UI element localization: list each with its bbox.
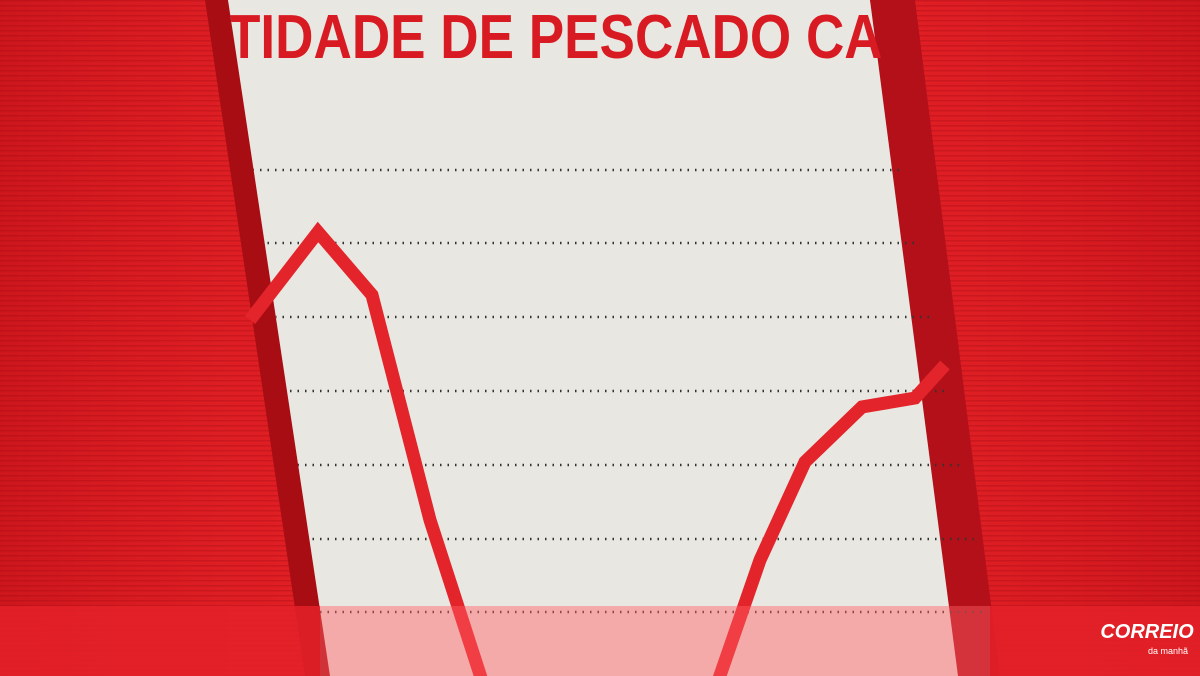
logo-name: CORREIO: [1100, 621, 1194, 643]
chart-area: TIDADE DE PESCADO CAP: [228, 3, 990, 614]
bottom-band-left: [0, 606, 320, 676]
headline: TIDADE DE PESCADO CAP: [228, 3, 918, 72]
trend-line: [244, 221, 488, 676]
paper-edge-right: [870, 0, 1000, 676]
logo-tagline: da manhã: [1148, 646, 1188, 656]
bottom-band-right: [990, 606, 1200, 676]
paper-edge-left: [205, 0, 330, 676]
grid: [228, 168, 990, 614]
trend-line: [712, 360, 950, 676]
